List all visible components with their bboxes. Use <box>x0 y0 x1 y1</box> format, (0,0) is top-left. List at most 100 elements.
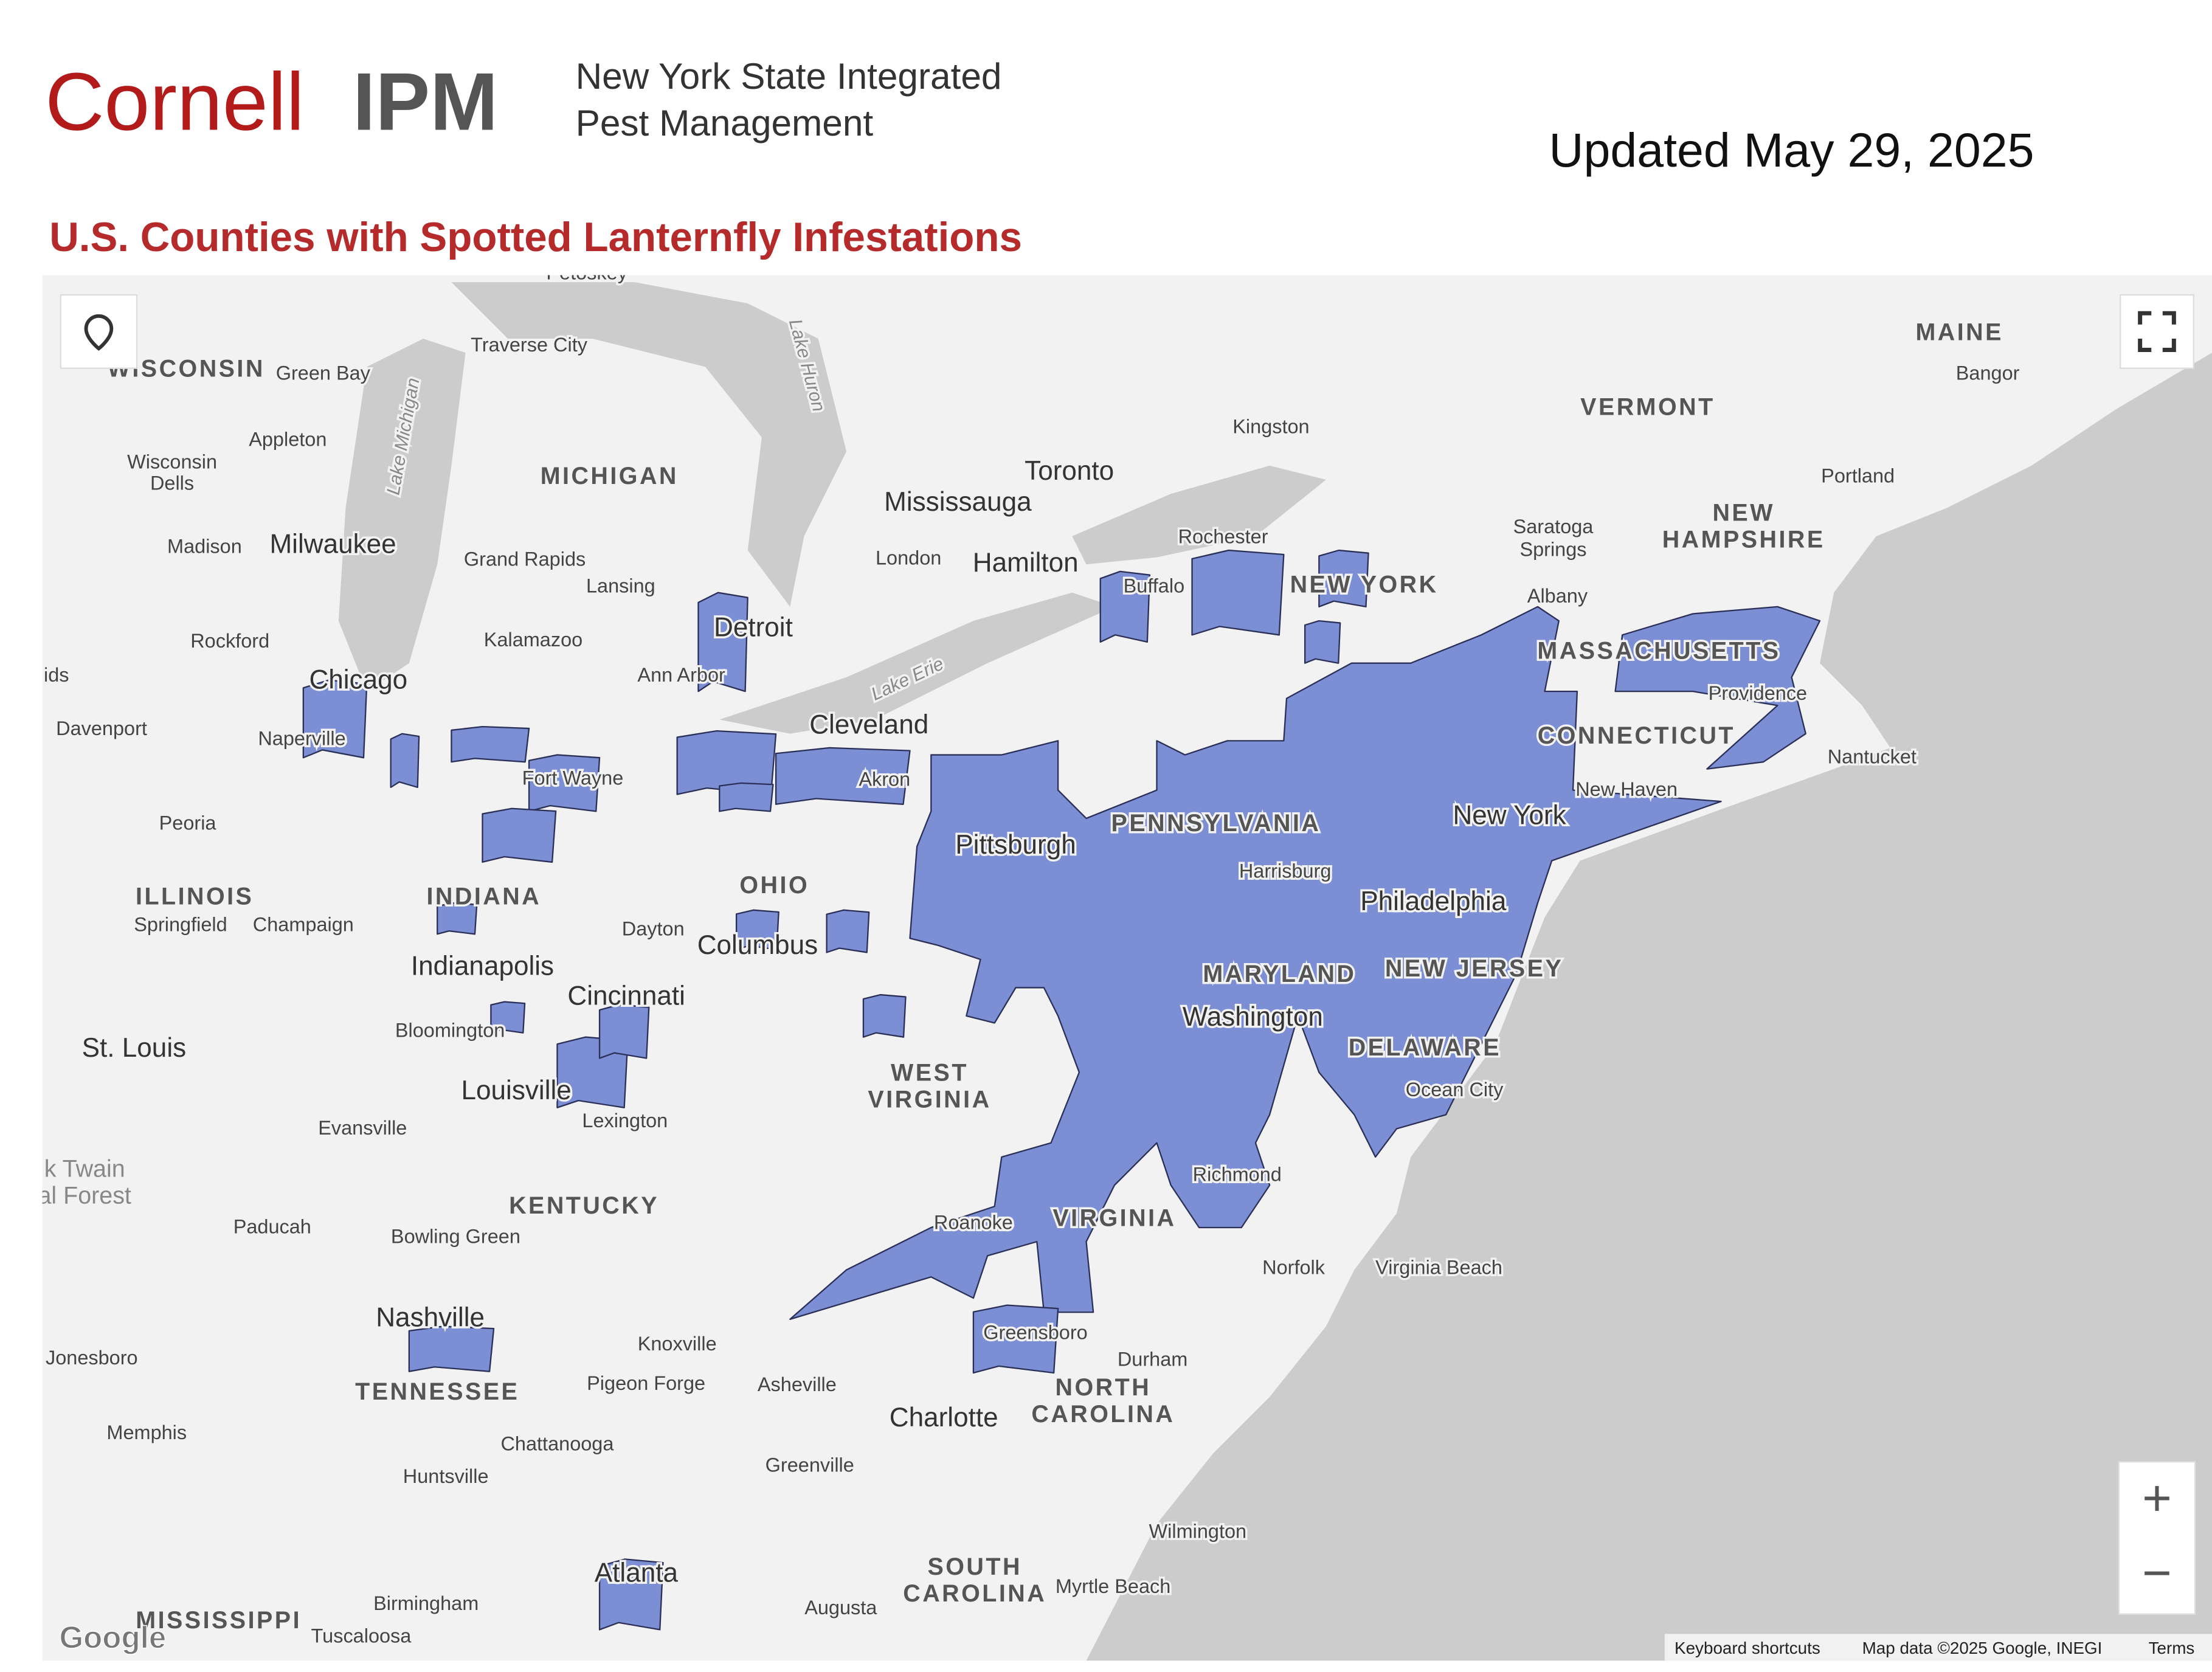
place-label: Appleton <box>249 428 327 450</box>
infested-county[interactable] <box>408 1325 495 1372</box>
infested-counties[interactable] <box>789 606 1722 1320</box>
infested-county[interactable] <box>451 725 530 763</box>
place-label: Memphis <box>106 1422 187 1443</box>
infested-county[interactable] <box>775 747 911 805</box>
place-label: Mississauga <box>884 487 1032 517</box>
place-label: Greensboro <box>983 1321 1087 1343</box>
zoom-control <box>2118 1461 2196 1615</box>
place-label: Cleveland <box>809 710 928 740</box>
infested-county[interactable] <box>1099 570 1151 643</box>
place-label: Champaign <box>253 914 354 936</box>
place-label: Atlanta <box>595 1558 679 1587</box>
org-name: New York State Integrated <box>576 55 1002 97</box>
locate-button[interactable] <box>60 294 138 369</box>
place-label: Toronto <box>1025 456 1114 486</box>
place-label: Rockford <box>190 630 269 652</box>
infested-county[interactable] <box>302 679 368 759</box>
infested-county[interactable] <box>482 807 557 863</box>
place-label: Washington <box>1183 1002 1323 1032</box>
place-label: Springfield <box>134 914 227 936</box>
place-label: k Twain <box>44 1155 125 1182</box>
infested-county[interactable] <box>826 909 870 953</box>
lake <box>1072 465 1326 565</box>
place-label: Indianapolis <box>411 952 554 981</box>
logo-cornell: Cornell <box>45 55 304 147</box>
place-label: MAINE <box>1915 319 2003 345</box>
place-label: Dells <box>150 472 194 494</box>
place-label: Louisville <box>461 1076 572 1105</box>
infested-county[interactable] <box>735 909 779 950</box>
place-label: Grand Rapids <box>464 548 586 570</box>
place-label: NEW <box>1712 499 1774 526</box>
place-label: Birmingham <box>373 1592 479 1614</box>
google-logo: Google <box>59 1620 166 1655</box>
infested-counties[interactable] <box>1614 606 1821 770</box>
place-label: CAROLINA <box>1031 1401 1175 1428</box>
infested-county[interactable] <box>1304 620 1341 664</box>
place-label: Madison <box>167 536 242 558</box>
terms[interactable]: Terms <box>2149 1639 2195 1657</box>
place-label: Evansville <box>318 1117 407 1139</box>
place-label: Myrtle Beach <box>1056 1575 1170 1597</box>
place-label: Philadelphia <box>1360 886 1507 916</box>
place-label: VERMONT <box>1580 393 1715 420</box>
place-label: Norfolk <box>1262 1257 1325 1279</box>
place-label: Ann Arbor <box>637 664 725 686</box>
infested-county[interactable] <box>490 1001 526 1034</box>
place-label: Rochester <box>1178 525 1268 547</box>
place-label: Traverse City <box>471 334 588 356</box>
infested-county[interactable] <box>598 1558 664 1631</box>
infested-county[interactable] <box>862 993 907 1038</box>
infested-county[interactable] <box>719 782 774 812</box>
logo-ipm: IPM <box>353 55 498 147</box>
place-label: Davenport <box>56 717 147 739</box>
place-label: Akron <box>859 769 910 790</box>
place-label: NEW JERSEY <box>1385 955 1563 982</box>
place-label: Portland <box>1821 465 1895 487</box>
zoom-in[interactable]: + <box>2142 1469 2172 1526</box>
place-label: Hamilton <box>973 548 1079 578</box>
infested-county[interactable] <box>972 1304 1059 1374</box>
place-label: Pigeon Forge <box>587 1372 705 1394</box>
place-label: Providence <box>1709 682 1807 704</box>
infested-county[interactable] <box>1191 549 1285 636</box>
place-label: Milwaukee <box>269 530 396 559</box>
infested-county[interactable] <box>437 902 478 935</box>
place-label: Chattanooga <box>500 1433 614 1455</box>
place-label: TENNESSEE <box>355 1378 519 1405</box>
place-label: VIRGINIA <box>868 1086 991 1113</box>
place-label: Bangor <box>1956 362 2020 384</box>
place-label: MASSACHUSETTS <box>1537 638 1780 665</box>
place-label: Bloomington <box>395 1020 505 1042</box>
place-label: Richmond <box>1193 1163 1282 1185</box>
place-label: Saratoga <box>1513 516 1594 537</box>
infested-county[interactable] <box>598 1004 650 1059</box>
keyboard-shortcuts[interactable]: Keyboard shortcuts <box>1675 1639 1820 1657</box>
fullscreen-icon <box>2138 311 2176 353</box>
place-label: PENNSYLVANIA <box>1111 810 1321 837</box>
place-label: KENTUCKY <box>509 1192 659 1219</box>
fullscreen-button[interactable] <box>2120 294 2194 369</box>
place-label: Columbus <box>697 930 818 960</box>
zoom-out[interactable]: − <box>2142 1544 2172 1601</box>
place-label: Nashville <box>376 1302 485 1332</box>
place-label: London <box>876 547 941 568</box>
infested-county[interactable] <box>390 733 420 789</box>
place-label: Sherbrooke <box>1666 255 1768 277</box>
place-label: Greenville <box>766 1454 854 1476</box>
ocean <box>1086 353 2212 1661</box>
place-label: Paducah <box>233 1215 311 1237</box>
place-label: VIRGINIA <box>1052 1205 1176 1232</box>
place-label: Augusta <box>804 1597 877 1618</box>
place-label: Knoxville <box>638 1333 717 1355</box>
infested-county[interactable] <box>1318 549 1369 608</box>
lake <box>719 592 1115 734</box>
place-label: Jonesboro <box>46 1347 138 1369</box>
place-label: Petoskey <box>546 261 627 283</box>
infested-county[interactable] <box>697 592 748 693</box>
place-label: OHIO <box>739 872 809 899</box>
place-label: Roanoke <box>934 1211 1013 1233</box>
infestations <box>302 549 1821 1631</box>
